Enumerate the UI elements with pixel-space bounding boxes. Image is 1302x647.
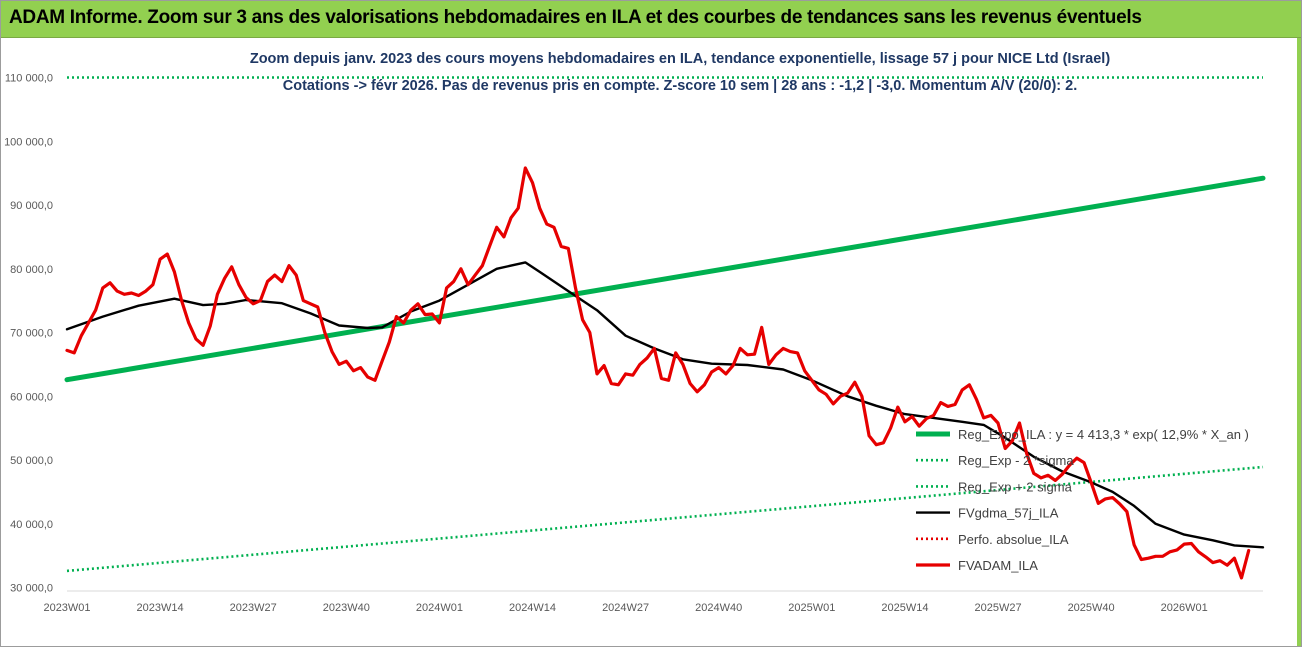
y-tick-label: 90 000,0	[10, 200, 53, 212]
x-tick-label: 2023W01	[43, 602, 90, 614]
legend-label: Reg_Exp - 2 *sigma	[958, 453, 1074, 468]
x-tick-label: 2024W01	[416, 602, 463, 614]
y-tick-label: 60 000,0	[10, 391, 53, 403]
y-tick-label: 30 000,0	[10, 583, 53, 595]
chart-title: Zoom depuis janv. 2023 des cours moyens …	[249, 51, 1111, 67]
banner-title: ADAM Informe. Zoom sur 3 ans des valoris…	[9, 7, 1142, 28]
x-tick-label: 2024W40	[695, 602, 742, 614]
legend-label: Reg_Expo_ILA : y = 4 413,3 * exp( 12,9% …	[958, 427, 1249, 442]
x-tick-label: 2025W27	[974, 602, 1021, 614]
series-line-5	[65, 166, 1251, 580]
legend-label: Perfo. absolue_ILA	[958, 532, 1069, 547]
x-tick-label: 2023W40	[323, 602, 370, 614]
x-tick-label: 2024W14	[509, 602, 556, 614]
x-tick-label: 2023W14	[137, 602, 184, 614]
legend-label: FVADAM_ILA	[958, 558, 1038, 573]
series-line-3	[65, 261, 1265, 549]
right-accent-bar	[1297, 38, 1301, 646]
x-tick-label: 2026W01	[1161, 602, 1208, 614]
title-banner: ADAM Informe. Zoom sur 3 ans des valoris…	[1, 1, 1301, 38]
series-line-0	[64, 175, 1266, 383]
x-tick-label: 2024W27	[602, 602, 649, 614]
y-tick-label: 100 000,0	[4, 136, 53, 148]
x-tick-label: 2025W40	[1068, 602, 1115, 614]
y-tick-label: 80 000,0	[10, 264, 53, 276]
x-tick-label: 2025W01	[788, 602, 835, 614]
series-line-1	[66, 465, 1264, 573]
y-tick-label: 110 000,0	[5, 73, 53, 85]
chart-series	[64, 76, 1266, 580]
legend-label: Reg_Exp + 2 sigma	[958, 479, 1073, 494]
y-tick-label: 50 000,0	[10, 455, 53, 467]
x-tick-label: 2025W14	[881, 602, 928, 614]
legend-label: FVgdma_57j_ILA	[958, 506, 1059, 521]
chart-subtitle: Cotations -> févr 2026. Pas de revenus p…	[282, 78, 1078, 94]
y-tick-label: 40 000,0	[10, 519, 53, 531]
chart-axes: 30 000,0 40 000,0 50 000,0 60 000,0 70 000,0…	[4, 73, 1263, 614]
x-tick-label: 2023W27	[230, 602, 277, 614]
chart-legend: Reg_Expo_ILA : y = 4 413,3 * exp( 12,9% …	[916, 427, 1249, 573]
y-tick-label: 70 000,0	[10, 328, 53, 340]
